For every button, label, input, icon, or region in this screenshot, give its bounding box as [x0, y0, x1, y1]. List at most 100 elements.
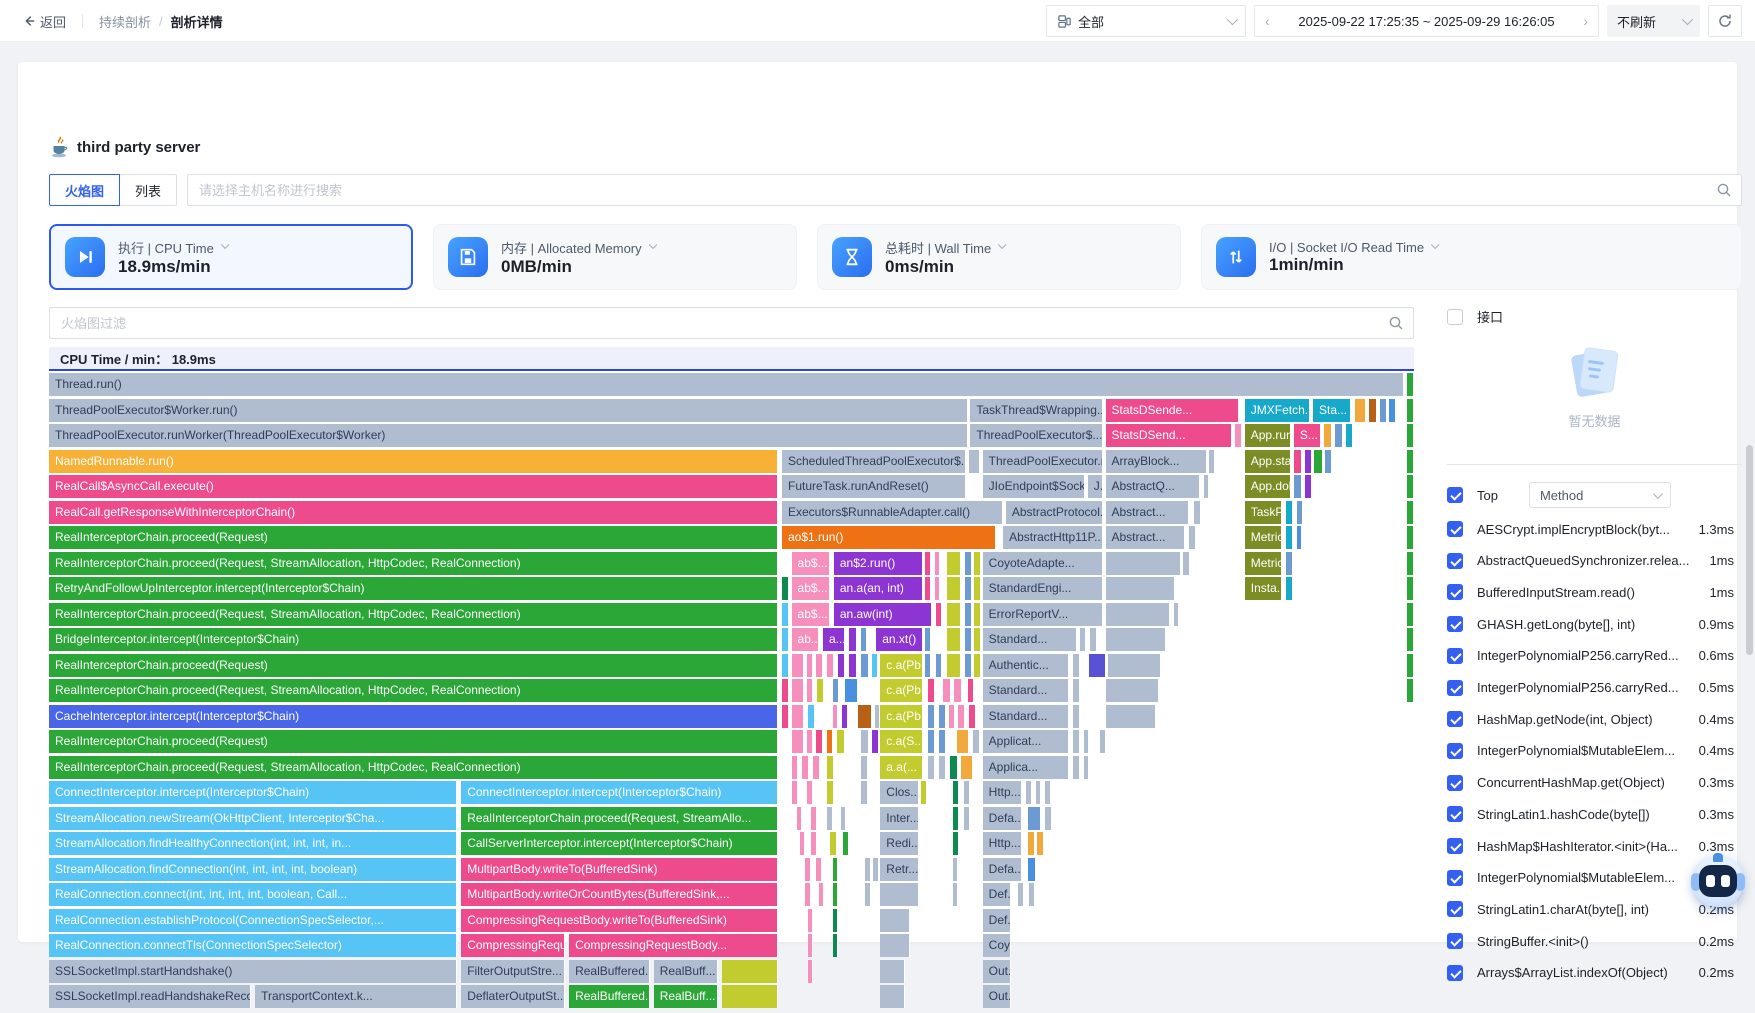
flame-node[interactable]: JMXFetch...: [1244, 398, 1311, 422]
interface-checkbox[interactable]: [1447, 308, 1463, 325]
flame-node[interactable]: TaskPr...: [1244, 500, 1282, 524]
flame-node[interactable]: Out...: [982, 959, 1012, 983]
flame-node[interactable]: [791, 781, 799, 804]
tab-flame-graph[interactable]: 火焰图: [49, 174, 121, 206]
flame-node[interactable]: [1304, 475, 1312, 498]
flame-node[interactable]: [827, 653, 834, 677]
flame-node[interactable]: a.a(...: [880, 755, 923, 779]
flame-node[interactable]: [952, 883, 959, 906]
flame-node[interactable]: [1407, 500, 1414, 524]
flame-node[interactable]: [1173, 602, 1180, 626]
flame-node[interactable]: S...: [1293, 424, 1322, 447]
method-checkbox[interactable]: [1447, 552, 1463, 569]
method-checkbox[interactable]: [1447, 679, 1463, 696]
flame-node[interactable]: [936, 653, 942, 677]
flame-node[interactable]: [829, 832, 837, 855]
flame-node[interactable]: [843, 832, 849, 855]
flame-node[interactable]: [974, 653, 982, 677]
flame-node[interactable]: c.a(Pb...: [880, 653, 923, 677]
flame-node[interactable]: [1355, 398, 1367, 422]
flame-node[interactable]: [1027, 857, 1036, 881]
flame-node[interactable]: [782, 628, 789, 651]
method-checkbox[interactable]: [1447, 901, 1463, 918]
flame-node[interactable]: [1072, 755, 1080, 779]
flame-node[interactable]: Insta...: [1244, 577, 1282, 600]
flame-node[interactable]: RealInterceptorChain.proceed(Request): [49, 526, 778, 549]
flame-node[interactable]: [880, 985, 905, 1008]
prev-range-icon[interactable]: ‹: [1265, 13, 1270, 29]
method-checkbox[interactable]: [1447, 774, 1463, 791]
flame-node[interactable]: [840, 806, 847, 830]
flame-node[interactable]: [958, 704, 965, 728]
flame-node[interactable]: App.start(): [1244, 449, 1292, 473]
next-range-icon[interactable]: ›: [1583, 13, 1588, 29]
flame-node[interactable]: CallServerInterceptor.intercept(Intercep…: [461, 832, 778, 855]
flame-node[interactable]: [973, 730, 980, 753]
flame-node[interactable]: [1368, 398, 1378, 422]
flame-node[interactable]: [858, 704, 873, 728]
top-checkbox[interactable]: [1447, 487, 1463, 503]
flame-node[interactable]: Thread.run(): [49, 373, 1405, 396]
flame-node[interactable]: ThreadPoolExecutor$Worker.run(): [49, 398, 968, 422]
flame-node[interactable]: Defa...: [982, 857, 1023, 881]
flame-node[interactable]: [806, 730, 814, 753]
flame-node[interactable]: Def...: [982, 908, 1012, 932]
flame-node[interactable]: [1379, 398, 1387, 422]
flame-node[interactable]: ab$...: [791, 577, 830, 600]
flame-node[interactable]: [807, 908, 814, 932]
flame-node[interactable]: [827, 755, 834, 779]
metric-card-3[interactable]: I/O | Socket I/O Read Time 1min/min: [1201, 224, 1742, 290]
flame-node[interactable]: [880, 883, 919, 906]
flame-node[interactable]: [947, 602, 961, 626]
flame-node[interactable]: [721, 959, 778, 983]
flame-node[interactable]: [1296, 500, 1304, 524]
flame-node[interactable]: [964, 577, 972, 600]
flame-node[interactable]: [925, 551, 931, 575]
flame-node[interactable]: [836, 730, 845, 753]
flame-node[interactable]: [964, 628, 972, 651]
flame-node[interactable]: NamedRunnable.run(): [49, 449, 778, 473]
flame-node[interactable]: [1072, 653, 1080, 677]
flame-node[interactable]: RealInterceptorChain.proceed(Request, St…: [461, 806, 778, 830]
flame-node[interactable]: [1083, 730, 1090, 753]
flame-node[interactable]: [974, 628, 982, 651]
method-checkbox[interactable]: [1447, 869, 1463, 886]
flame-node[interactable]: [861, 653, 870, 677]
flame-node[interactable]: [832, 934, 838, 957]
flame-node[interactable]: FutureTask.runAndReset(): [782, 475, 967, 498]
flame-node[interactable]: [934, 551, 941, 575]
flame-node[interactable]: [880, 934, 911, 957]
flame-node[interactable]: ao$1.run(): [782, 526, 997, 549]
flame-node[interactable]: ConnectInterceptor.intercept(Interceptor…: [461, 781, 778, 804]
flame-node[interactable]: [1090, 628, 1098, 651]
flame-node[interactable]: [827, 781, 834, 804]
flame-node[interactable]: [810, 806, 818, 830]
flame-node[interactable]: [928, 755, 935, 779]
chevron-down-icon[interactable]: [648, 240, 658, 250]
flame-node[interactable]: [816, 857, 822, 881]
flame-node[interactable]: [1105, 628, 1166, 651]
flame-node[interactable]: [964, 551, 972, 575]
flame-node[interactable]: ConnectInterceptor.intercept(Interceptor…: [49, 781, 458, 804]
flame-node[interactable]: [969, 449, 980, 473]
flame-node[interactable]: [848, 653, 858, 677]
flame-node[interactable]: [816, 653, 823, 677]
flame-node[interactable]: [799, 832, 806, 855]
flame-node[interactable]: [791, 730, 804, 753]
metric-card-0[interactable]: 执行 | CPU Time 18.9ms/min: [49, 224, 413, 290]
flame-node[interactable]: RealCall.getResponseWithInterceptorChain…: [49, 500, 778, 524]
flame-node[interactable]: [1407, 602, 1414, 626]
flame-node[interactable]: [1035, 781, 1042, 804]
flame-node[interactable]: [1407, 577, 1414, 600]
flame-node[interactable]: an$2.run(): [833, 551, 923, 575]
flame-node[interactable]: RealBuff...: [653, 959, 718, 983]
flame-node[interactable]: [1407, 398, 1414, 422]
flame-node[interactable]: [967, 679, 975, 702]
flame-node[interactable]: [1285, 500, 1293, 524]
page-scrollbar-thumb[interactable]: [1746, 445, 1753, 655]
flame-node[interactable]: [952, 806, 960, 830]
flame-node[interactable]: [1026, 781, 1032, 804]
flame-node[interactable]: [964, 602, 972, 626]
flame-node[interactable]: [782, 704, 789, 728]
flame-node[interactable]: TransportContext.k...: [255, 985, 458, 1008]
